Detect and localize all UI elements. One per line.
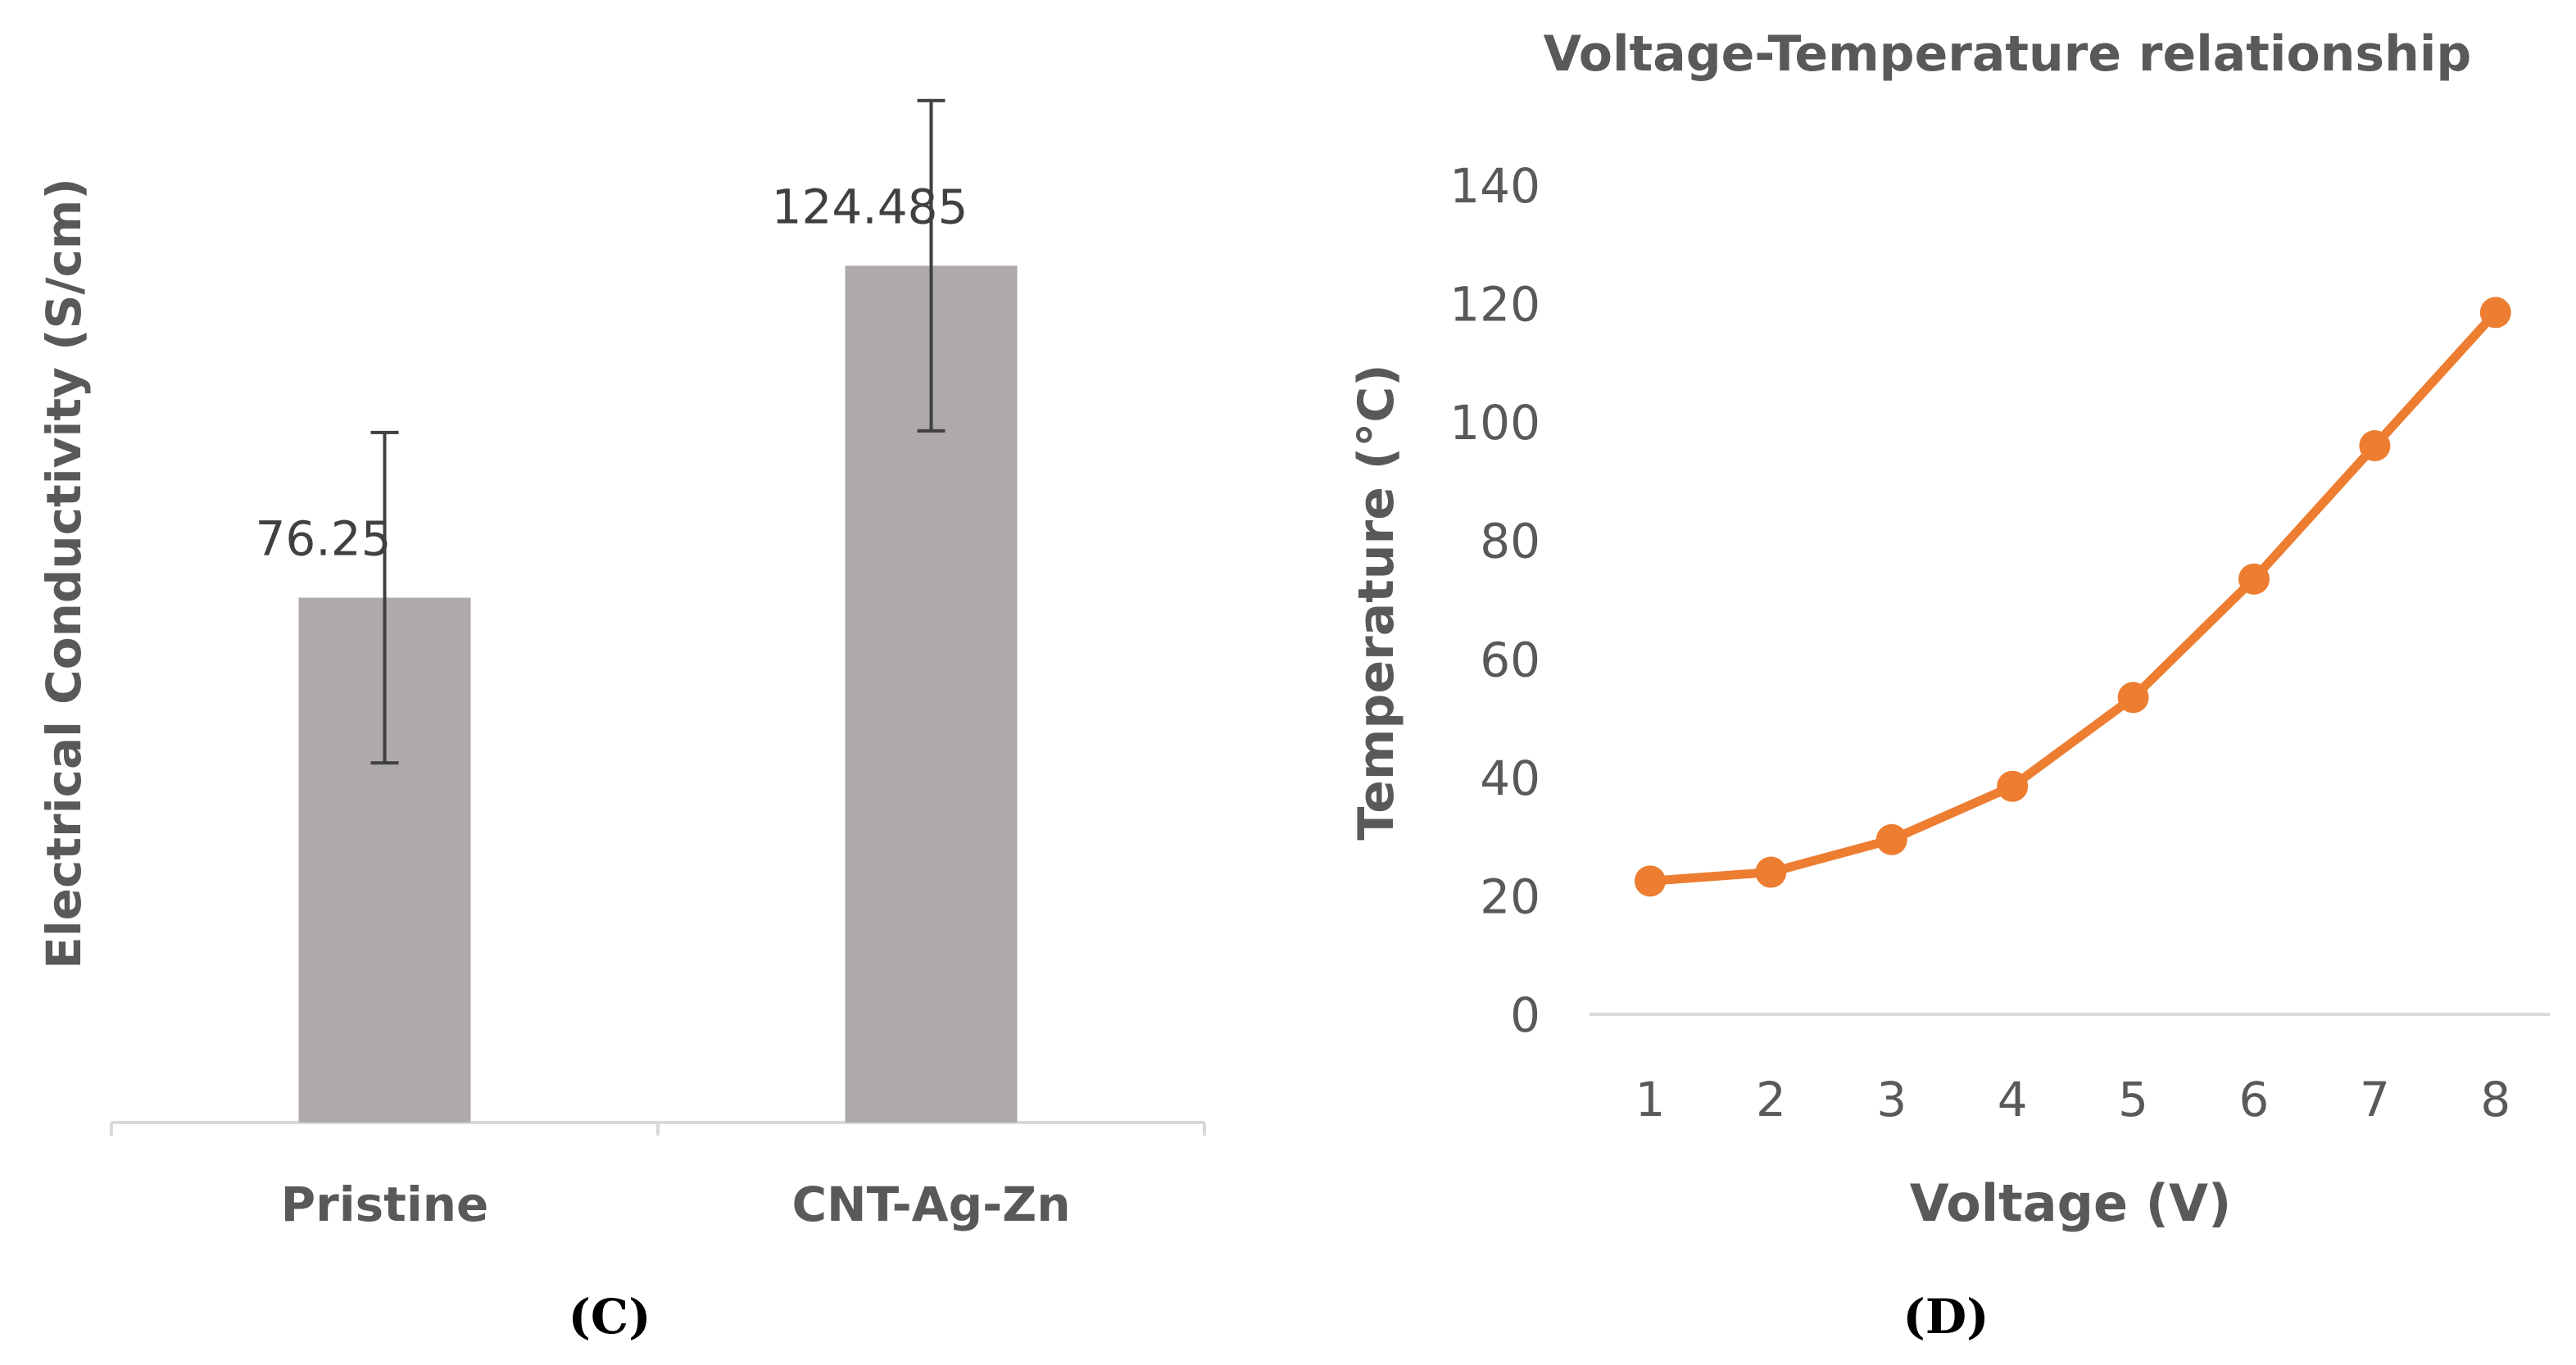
x-tick-label: 6	[2239, 1072, 2270, 1127]
bar-category-label: CNT-Ag-Zn	[791, 1177, 1070, 1232]
y-tick-label: 120	[1449, 277, 1540, 333]
line-chart-title: Voltage-Temperature relationship	[1544, 25, 2472, 83]
bar-chart-y-axis-title: Electrical Conductivity (S/cm)	[36, 178, 92, 969]
bar-data-label: 76.25	[255, 511, 391, 567]
y-tick-label: 20	[1480, 868, 1540, 924]
y-tick-label: 80	[1480, 514, 1540, 569]
temperature-data-point	[2479, 297, 2511, 329]
y-tick-label: 60	[1480, 632, 1540, 687]
temperature-data-point	[2238, 563, 2270, 595]
y-tick-label: 40	[1480, 751, 1540, 806]
temperature-data-point	[1875, 823, 1907, 855]
line-chart-y-axis-title: Temperature (°C)	[1348, 364, 1405, 840]
temperature-data-point	[2359, 430, 2391, 462]
temperature-data-point	[1997, 770, 2029, 802]
x-tick-label: 8	[2480, 1072, 2510, 1127]
x-tick-label: 2	[1756, 1072, 1786, 1127]
temperature-data-point	[1635, 865, 1666, 897]
panel-label-c: (C)	[568, 1289, 651, 1345]
line-chart-voltage-temperature: Voltage-Temperature relationship Tempera…	[1348, 25, 2550, 1345]
x-tick-label: 7	[2360, 1072, 2390, 1127]
panel-label-d: (D)	[1903, 1289, 1989, 1345]
y-tick-label: 0	[1510, 987, 1540, 1043]
y-tick-label: 100	[1449, 395, 1540, 451]
temperature-data-point	[1755, 856, 1787, 888]
bar-chart-conductivity: Electrical Conductivity (S/cm) 76.25 Pris…	[36, 98, 1206, 1345]
temperature-series-line	[1645, 307, 2501, 886]
x-tick-label: 3	[1876, 1072, 1907, 1127]
bar-category-label: Pristine	[281, 1177, 489, 1232]
bar-data-label: 124.485	[772, 179, 968, 234]
temperature-data-point	[2117, 682, 2149, 714]
x-tick-label: 5	[2118, 1072, 2148, 1127]
line-chart-x-axis-title: Voltage (V)	[1910, 1173, 2232, 1233]
y-tick-label: 140	[1449, 158, 1540, 214]
x-tick-label: 4	[1998, 1072, 2028, 1127]
x-tick-label: 1	[1635, 1072, 1666, 1127]
